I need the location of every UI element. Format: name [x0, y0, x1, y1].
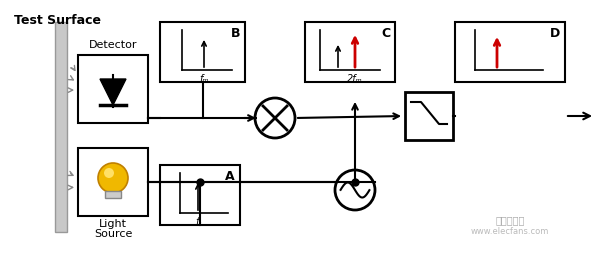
FancyBboxPatch shape — [78, 148, 148, 216]
Text: 2fₘ: 2fₘ — [347, 74, 363, 84]
Text: 电子发烧友: 电子发烧友 — [496, 215, 524, 225]
Circle shape — [255, 98, 295, 138]
Text: C: C — [381, 27, 390, 40]
FancyBboxPatch shape — [405, 92, 453, 140]
Text: Source: Source — [94, 229, 132, 239]
FancyBboxPatch shape — [160, 165, 240, 225]
Text: fₘ: fₘ — [199, 74, 209, 84]
Text: D: D — [550, 27, 560, 40]
Text: Test Surface: Test Surface — [14, 14, 101, 27]
Text: Light: Light — [99, 219, 127, 229]
Circle shape — [335, 170, 375, 210]
Text: www.elecfans.com: www.elecfans.com — [471, 227, 549, 236]
Circle shape — [104, 168, 114, 178]
Circle shape — [98, 163, 128, 193]
Text: B: B — [230, 27, 240, 40]
FancyBboxPatch shape — [305, 22, 395, 82]
Text: fᵣ: fᵣ — [195, 217, 201, 227]
FancyBboxPatch shape — [160, 22, 245, 82]
Polygon shape — [100, 79, 126, 105]
Text: A: A — [226, 170, 235, 183]
FancyBboxPatch shape — [55, 22, 67, 232]
FancyBboxPatch shape — [105, 191, 121, 198]
FancyBboxPatch shape — [455, 22, 565, 82]
FancyBboxPatch shape — [78, 55, 148, 123]
Text: Detector: Detector — [89, 40, 137, 50]
